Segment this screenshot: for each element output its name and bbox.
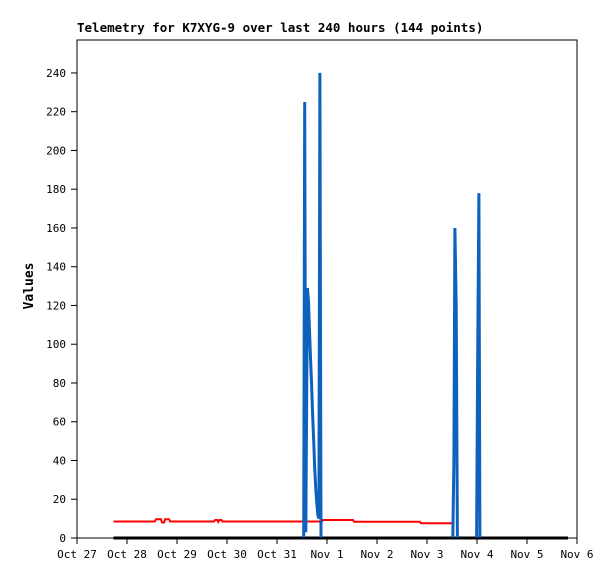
axes-layer: 0 20 40 60 80 100 120 140 160 180 200 220 240 Oct 27 O… [46, 67, 593, 561]
y-tick-label: 80 [53, 377, 66, 390]
x-tick-label: Nov 4 [460, 548, 493, 561]
y-tick-label: 40 [53, 454, 66, 467]
y-tick-label: 100 [46, 338, 66, 351]
y-tick-label: 180 [46, 183, 66, 196]
y-axis-label: Values [22, 263, 37, 310]
chart-title: Telemetry for K7XYG-9 over last 240 hour… [77, 20, 483, 35]
x-tick-label: Nov 3 [410, 548, 443, 561]
y-tick-label: 200 [46, 144, 66, 157]
x-tick-label: Oct 30 [207, 548, 247, 561]
x-tick-label: Nov 1 [310, 548, 343, 561]
y-tick-label: 0 [59, 532, 66, 545]
plot-border [76, 39, 578, 539]
series-red-channel-line [113, 518, 453, 525]
y-tick-label: 140 [46, 261, 66, 274]
y-tick-label: 60 [53, 416, 66, 429]
x-tick-label: Oct 28 [107, 548, 147, 561]
y-tick-label: 160 [46, 222, 66, 235]
x-tick-label: Oct 27 [57, 548, 97, 561]
series-blue-channel-spike-cluster-nov1-line [302, 72, 323, 539]
x-tick-label: Nov 6 [560, 548, 593, 561]
x-tick-label: Nov 2 [360, 548, 393, 561]
x-tick-label: Oct 29 [157, 548, 197, 561]
y-tick-label: 220 [46, 106, 66, 119]
series-blue-channel-spike-cluster-nov4-line [475, 193, 482, 539]
x-tick-label: Oct 31 [257, 548, 297, 561]
y-tick-label: 120 [46, 299, 66, 312]
x-tick-label: Nov 5 [510, 548, 543, 561]
series-blue-channel-spike-cluster-nov3-line [451, 227, 459, 539]
y-tick-label: 20 [53, 493, 66, 506]
y-tick-label: 240 [46, 67, 66, 80]
